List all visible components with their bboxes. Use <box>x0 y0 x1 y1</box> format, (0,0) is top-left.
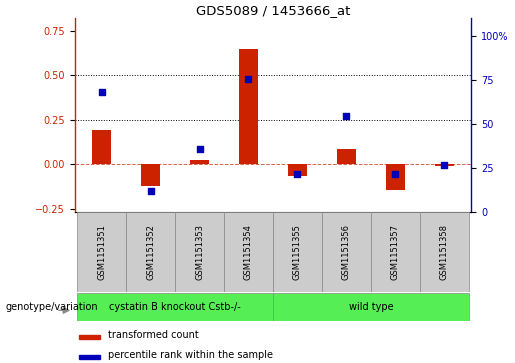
Point <box>146 188 154 194</box>
Bar <box>175 212 224 292</box>
Bar <box>273 293 469 321</box>
Text: GSM1151358: GSM1151358 <box>440 224 449 280</box>
Bar <box>126 212 175 292</box>
Bar <box>224 212 273 292</box>
Point <box>391 171 400 176</box>
Bar <box>77 212 126 292</box>
Bar <box>337 149 356 164</box>
Bar <box>77 293 273 321</box>
Point <box>294 171 302 176</box>
Text: GSM1151353: GSM1151353 <box>195 224 204 280</box>
Bar <box>371 212 420 292</box>
Bar <box>238 49 258 164</box>
Point <box>342 113 351 119</box>
Text: GSM1151354: GSM1151354 <box>244 224 253 280</box>
Point <box>97 89 106 95</box>
Bar <box>420 212 469 292</box>
Bar <box>79 335 100 339</box>
Bar <box>322 212 371 292</box>
Bar <box>141 164 160 185</box>
Point <box>195 146 203 152</box>
Bar <box>190 160 209 164</box>
Text: GSM1151355: GSM1151355 <box>293 224 302 280</box>
Text: wild type: wild type <box>349 302 393 312</box>
Bar <box>79 355 100 359</box>
Bar <box>288 164 307 176</box>
Bar <box>92 130 111 164</box>
Text: GSM1151357: GSM1151357 <box>391 224 400 280</box>
Text: transformed count: transformed count <box>108 330 199 340</box>
Text: GSM1151351: GSM1151351 <box>97 224 106 280</box>
Text: GSM1151356: GSM1151356 <box>342 224 351 280</box>
Point <box>440 162 449 168</box>
Bar <box>386 164 405 190</box>
Title: GDS5089 / 1453666_at: GDS5089 / 1453666_at <box>196 4 350 17</box>
Bar <box>435 164 454 166</box>
Text: genotype/variation: genotype/variation <box>5 302 98 312</box>
Text: cystatin B knockout Cstb-/-: cystatin B knockout Cstb-/- <box>109 302 241 312</box>
Text: GSM1151352: GSM1151352 <box>146 224 155 280</box>
Text: percentile rank within the sample: percentile rank within the sample <box>108 350 273 360</box>
Point <box>244 76 252 82</box>
Bar <box>273 212 322 292</box>
